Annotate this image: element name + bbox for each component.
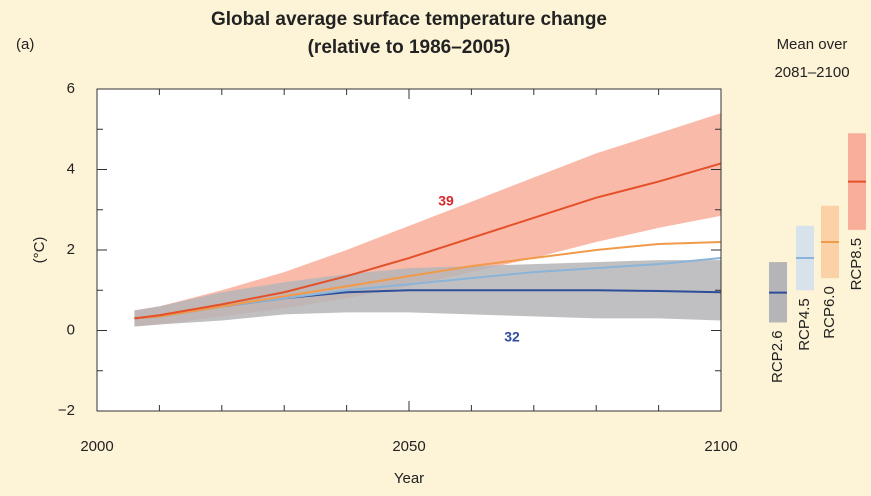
- scenario-label: RCP6.0: [821, 286, 838, 339]
- y-tick-label: 0: [67, 321, 75, 338]
- uncertainty-band: [134, 113, 721, 327]
- series-line: [134, 162, 722, 320]
- scenario-label: RCP2.6: [769, 330, 786, 383]
- x-tick-label: 2100: [704, 438, 737, 455]
- y-axis-label: (°C): [31, 237, 48, 264]
- side-panel-title: Mean over: [777, 36, 848, 53]
- chart-subtitle: (relative to 1986–2005): [308, 37, 511, 58]
- y-tick-label: 2: [67, 241, 75, 258]
- side-panel-title: 2081–2100: [774, 64, 849, 81]
- y-tick-label: −2: [58, 402, 75, 419]
- chart-title: Global average surface temperature chang…: [211, 9, 607, 30]
- x-tick-label: 2050: [392, 438, 425, 455]
- x-tick-label: 2000: [80, 438, 113, 455]
- scenario-label: RCP4.5: [796, 298, 813, 351]
- y-tick-label: 4: [67, 160, 75, 177]
- uncertainty-band: [134, 260, 721, 327]
- y-tick-label: 6: [67, 80, 75, 97]
- series-line: [134, 240, 722, 320]
- scenario-label: RCP8.5: [848, 238, 865, 291]
- panel-label: (a): [16, 36, 34, 53]
- x-axis-label: Year: [394, 470, 424, 487]
- annotation: 32: [504, 329, 520, 345]
- annotation: 39: [438, 193, 454, 209]
